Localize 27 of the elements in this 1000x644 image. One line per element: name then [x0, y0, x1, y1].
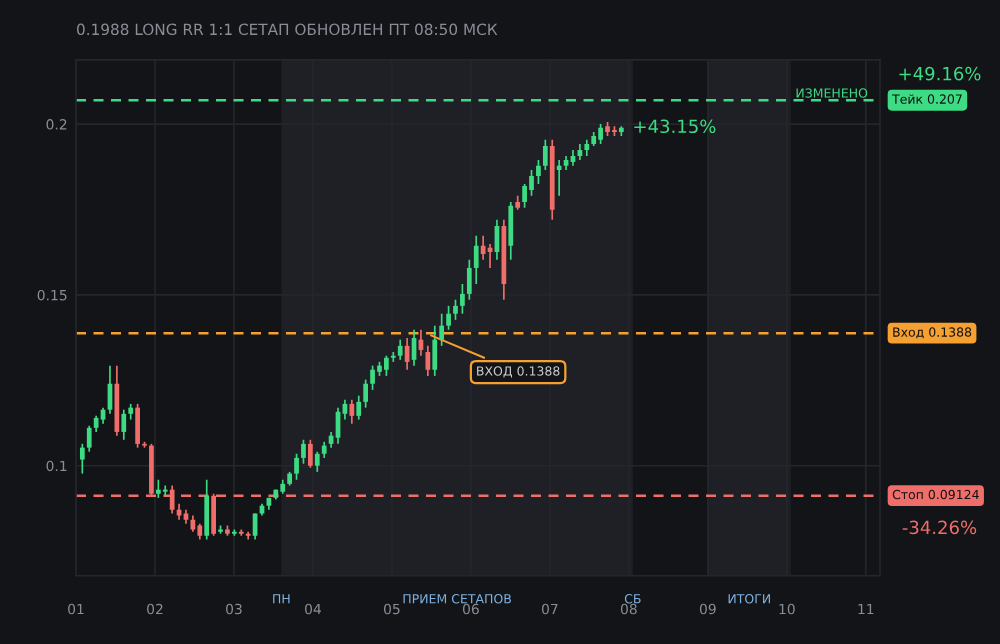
- candlestick: [598, 123, 603, 145]
- candlestick: [155, 478, 161, 499]
- annotation: +43.15%: [634, 119, 716, 134]
- candlestick: [542, 138, 548, 171]
- candlestick: [432, 324, 438, 377]
- candlestick: [453, 298, 458, 321]
- candlestick: [480, 234, 486, 261]
- candlestick: [301, 438, 306, 465]
- candlestick: [135, 403, 140, 449]
- text: -34.26%: [902, 520, 977, 535]
- candlestick: [314, 450, 320, 473]
- candlestick: [162, 484, 168, 497]
- candlestick: [294, 452, 299, 481]
- candlestick: [121, 408, 127, 441]
- candlestick: [397, 338, 403, 361]
- candlestick: [556, 159, 562, 197]
- candlestick: [529, 169, 534, 197]
- candlestick: [370, 364, 375, 391]
- candlestick: [349, 398, 355, 425]
- candlestick: [508, 201, 514, 261]
- candlestick: [204, 478, 210, 541]
- candlestick: [86, 424, 92, 453]
- candlestick: [245, 530, 251, 541]
- candlestick: [522, 183, 527, 209]
- candlestick: [384, 354, 389, 377]
- candlestick: [308, 438, 313, 469]
- text: +49.16%: [899, 66, 981, 81]
